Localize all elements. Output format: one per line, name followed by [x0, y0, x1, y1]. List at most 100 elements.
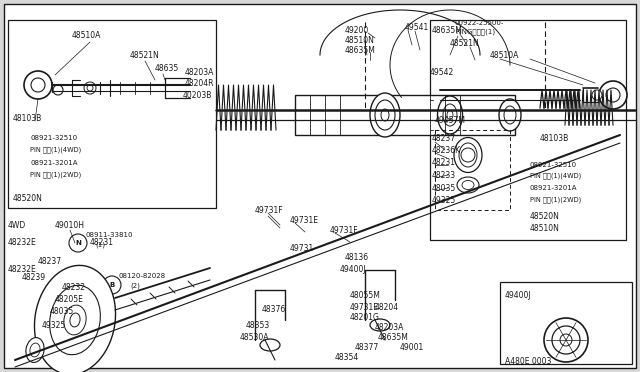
Text: 49325: 49325 [432, 196, 456, 205]
Text: 48231: 48231 [90, 237, 114, 247]
Text: (2): (2) [130, 283, 140, 289]
Bar [8, 20, 216, 208]
Text: 48510N: 48510N [530, 224, 560, 232]
Text: 48510A: 48510A [72, 31, 101, 39]
Circle shape [53, 85, 63, 95]
Text: 49731F: 49731F [255, 205, 284, 215]
Text: 49731E: 49731E [350, 304, 379, 312]
Ellipse shape [370, 93, 400, 137]
Ellipse shape [375, 100, 395, 130]
Text: 49200: 49200 [345, 26, 369, 35]
Ellipse shape [438, 96, 463, 134]
Ellipse shape [64, 305, 86, 335]
Text: 48353: 48353 [246, 321, 270, 330]
Ellipse shape [457, 177, 479, 193]
Circle shape [24, 71, 52, 99]
Text: 48232E: 48232E [8, 266, 36, 275]
Ellipse shape [459, 143, 477, 167]
Text: 48035: 48035 [50, 308, 74, 317]
Text: 08120-82028: 08120-82028 [118, 273, 165, 279]
Text: RINGリング(1): RINGリング(1) [455, 29, 495, 35]
Text: 49731F: 49731F [330, 225, 358, 234]
Text: (1): (1) [95, 242, 105, 248]
Text: 48136: 48136 [345, 253, 369, 263]
Text: 08921-32510: 08921-32510 [530, 162, 577, 168]
Text: A480E 0003: A480E 0003 [505, 357, 552, 366]
Text: 49542: 49542 [430, 67, 454, 77]
Text: 48103B: 48103B [13, 113, 42, 122]
Text: 08921-3201A: 08921-3201A [530, 185, 577, 191]
Ellipse shape [381, 109, 389, 121]
Text: 48510N: 48510N [345, 35, 375, 45]
Text: 48530A: 48530A [240, 334, 269, 343]
Ellipse shape [454, 138, 482, 173]
Text: 48204: 48204 [375, 304, 399, 312]
Text: 48232: 48232 [62, 283, 86, 292]
Ellipse shape [35, 265, 116, 372]
Text: 49400J: 49400J [505, 291, 532, 299]
Text: 48239: 48239 [22, 273, 46, 282]
Circle shape [552, 326, 580, 354]
Bar [435, 130, 510, 210]
Bar [500, 282, 632, 364]
Text: 48237: 48237 [432, 134, 456, 142]
Text: 48521N: 48521N [450, 38, 480, 48]
Circle shape [606, 88, 620, 102]
Bar [430, 20, 626, 240]
Text: 49001: 49001 [400, 343, 424, 353]
Text: 00922-25500-: 00922-25500- [455, 20, 504, 26]
Circle shape [560, 334, 572, 346]
Text: 48510A: 48510A [490, 51, 520, 60]
Text: 48035: 48035 [432, 183, 456, 192]
Text: 40203B: 40203B [183, 90, 212, 99]
Text: 49457M: 49457M [435, 115, 466, 125]
Text: 48205E: 48205E [55, 295, 84, 305]
Text: 48635M: 48635M [432, 26, 463, 35]
Text: 48237: 48237 [38, 257, 62, 266]
Circle shape [31, 78, 45, 92]
Text: 48377: 48377 [355, 343, 380, 353]
Text: 49010H: 49010H [55, 221, 85, 230]
Text: 48635M: 48635M [378, 334, 409, 343]
Text: 48232E: 48232E [8, 237, 36, 247]
Circle shape [87, 85, 93, 91]
Text: B: B [109, 282, 115, 288]
Text: 48520N: 48520N [13, 193, 43, 202]
Ellipse shape [70, 313, 80, 327]
Text: 48635: 48635 [155, 64, 179, 73]
Bar [295, 95, 515, 135]
Text: N: N [75, 240, 81, 246]
Ellipse shape [26, 338, 44, 362]
Ellipse shape [499, 99, 521, 131]
Ellipse shape [462, 180, 474, 189]
Text: PIN ビン(1)(2WD): PIN ビン(1)(2WD) [530, 197, 581, 203]
Text: 48203A: 48203A [185, 67, 214, 77]
Text: 4WD: 4WD [8, 221, 26, 230]
Text: 08921-32510: 08921-32510 [30, 135, 77, 141]
Text: 49731E: 49731E [290, 215, 319, 224]
Text: 48055M: 48055M [350, 291, 381, 299]
Text: 48203A: 48203A [375, 324, 404, 333]
Ellipse shape [504, 106, 516, 124]
Text: 49731: 49731 [290, 244, 314, 253]
Text: 48103B: 48103B [540, 134, 569, 142]
Circle shape [84, 82, 96, 94]
Text: PIN ビン(1)(4WD): PIN ビン(1)(4WD) [530, 173, 581, 179]
Ellipse shape [30, 343, 40, 357]
Circle shape [544, 318, 588, 362]
Ellipse shape [370, 319, 390, 331]
Text: PIN ビン(1)(4WD): PIN ビン(1)(4WD) [30, 147, 81, 153]
Text: 49400J: 49400J [340, 266, 367, 275]
Text: 48236K: 48236K [432, 145, 461, 154]
Text: 49541: 49541 [405, 22, 429, 32]
Text: 48231: 48231 [432, 157, 456, 167]
Text: 48635M: 48635M [345, 45, 376, 55]
Ellipse shape [260, 339, 280, 351]
Text: 48233: 48233 [432, 170, 456, 180]
Circle shape [461, 148, 475, 162]
Text: 08921-3201A: 08921-3201A [30, 160, 77, 166]
Text: 08911-33810: 08911-33810 [85, 232, 132, 238]
Text: 48204R: 48204R [185, 78, 214, 87]
Circle shape [599, 81, 627, 109]
Ellipse shape [447, 110, 453, 119]
